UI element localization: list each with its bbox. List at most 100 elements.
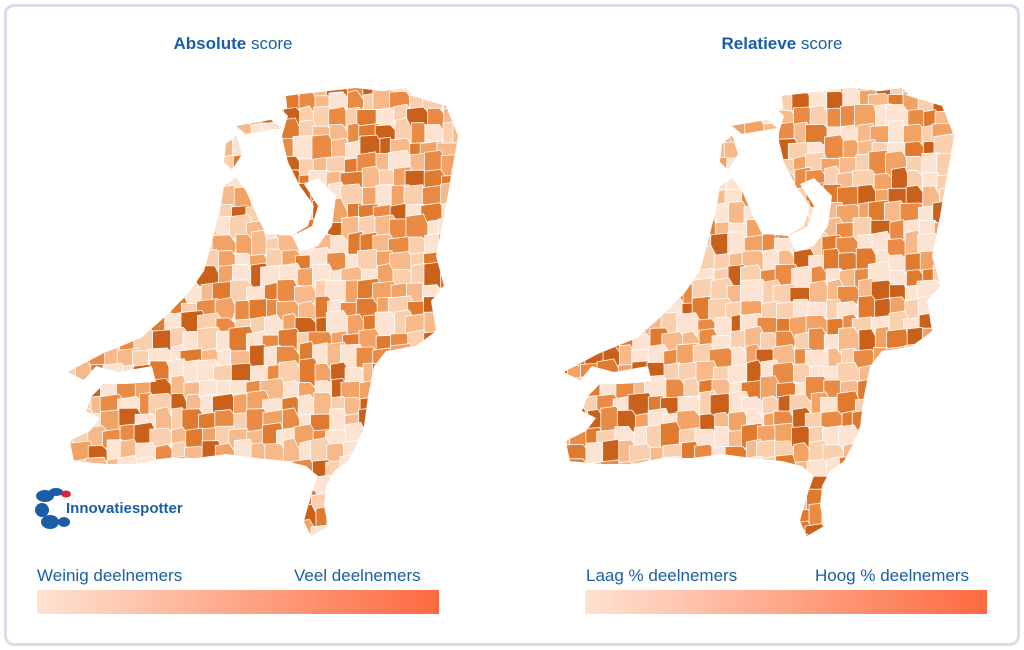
municipality-cell: [440, 250, 458, 276]
municipality-cell: [230, 491, 253, 516]
municipality-cell: [953, 158, 954, 183]
municipality-cell: [424, 88, 448, 101]
municipality-cell: [634, 268, 654, 293]
municipality-cell: [886, 394, 913, 417]
municipality-cell: [598, 221, 624, 245]
municipality-cell: [675, 471, 707, 502]
municipality-cell: [197, 523, 224, 536]
municipality-cell: [472, 410, 476, 438]
municipality-cell: [133, 181, 158, 211]
municipality-cell: [118, 91, 143, 118]
municipality-cell: [966, 168, 972, 196]
municipality-cell: [441, 285, 458, 307]
municipality-cell: [742, 540, 767, 546]
municipality-cell: [874, 377, 893, 406]
municipality-cell: [924, 542, 944, 546]
municipality-cell: [756, 206, 782, 228]
municipality-cell: [934, 439, 954, 469]
municipality-cell: [279, 475, 304, 498]
municipality-cell: [581, 278, 605, 306]
municipality-cell: [966, 444, 972, 469]
municipality-cell: [68, 139, 78, 167]
municipality-cell: [692, 124, 718, 147]
municipality-cell: [649, 539, 671, 546]
municipality-cell: [154, 165, 173, 198]
municipality-cell: [426, 487, 449, 514]
municipality-cell: [470, 233, 476, 258]
municipality-cell: [374, 500, 398, 531]
municipality-cell: [101, 150, 128, 180]
municipality-cell: [885, 430, 912, 450]
municipality-cell: [420, 408, 447, 433]
municipality-cell: [633, 103, 654, 133]
municipality-cell: [710, 88, 735, 102]
municipality-cell: [955, 142, 972, 161]
municipality-cell: [821, 503, 851, 532]
municipality-cell: [469, 270, 476, 289]
municipality-cell: [102, 204, 127, 229]
municipality-cell: [933, 360, 954, 386]
municipality-cell: [103, 213, 127, 242]
municipality-cell: [614, 490, 641, 514]
municipality-cell: [438, 361, 458, 389]
municipality-cell: [456, 230, 458, 262]
municipality-cell: [627, 203, 658, 228]
municipality-cell: [152, 88, 173, 114]
municipality-cell: [582, 234, 607, 260]
municipality-cell: [123, 88, 147, 97]
municipality-cell: [152, 252, 179, 277]
municipality-cell: [103, 279, 129, 309]
municipality-cell: [68, 253, 81, 274]
municipality-cell: [729, 508, 753, 529]
municipality-cell: [874, 446, 897, 471]
municipality-cell: [395, 460, 413, 485]
municipality-cell: [885, 345, 911, 370]
municipality-cell: [565, 541, 593, 546]
municipality-cell: [265, 501, 288, 532]
municipality-cell: [564, 88, 591, 101]
municipality-cell: [873, 517, 896, 536]
municipality-cell: [852, 439, 878, 469]
municipality-cell: [564, 230, 593, 262]
municipality-cell: [135, 249, 160, 276]
municipality-cell: [451, 284, 458, 310]
municipality-cell: [779, 188, 798, 213]
relative-score-title: Relatieve score: [632, 34, 932, 54]
municipality-cell: [739, 166, 767, 197]
municipality-cell: [644, 166, 673, 193]
municipality-cell: [423, 351, 449, 370]
municipality-cell: [615, 107, 640, 133]
municipality-cell: [693, 168, 719, 198]
municipality-cell: [184, 458, 209, 486]
municipality-cell: [663, 262, 688, 291]
municipality-cell: [970, 411, 972, 437]
municipality-cell: [952, 120, 954, 149]
municipality-cell: [99, 301, 129, 325]
municipality-cell: [424, 443, 451, 466]
municipality-cell: [970, 253, 972, 274]
municipality-cell: [681, 229, 701, 263]
municipality-cell: [100, 167, 127, 193]
municipality-cell: [68, 151, 81, 178]
municipality-cell: [68, 268, 95, 294]
municipality-cell: [649, 203, 671, 228]
municipality-cell: [441, 535, 458, 536]
municipality-cell: [217, 459, 240, 484]
absolute-score-title: Absolute score: [83, 34, 383, 54]
municipality-cell: [950, 423, 954, 453]
municipality-cell: [425, 522, 449, 536]
municipality-cell: [345, 538, 365, 546]
municipality-cell: [694, 88, 717, 101]
municipality-cell: [375, 457, 398, 484]
municipality-cell: [904, 462, 926, 481]
municipality-cell: [937, 538, 958, 546]
municipality-cell: [681, 120, 707, 148]
municipality-cell: [615, 281, 638, 309]
municipality-cell: [138, 265, 159, 293]
municipality-cell: [571, 108, 592, 133]
municipality-cell: [87, 119, 111, 150]
municipality-cell: [164, 138, 194, 162]
municipality-cell: [455, 315, 458, 343]
municipality-cell: [170, 117, 194, 148]
municipality-cell: [475, 91, 476, 117]
